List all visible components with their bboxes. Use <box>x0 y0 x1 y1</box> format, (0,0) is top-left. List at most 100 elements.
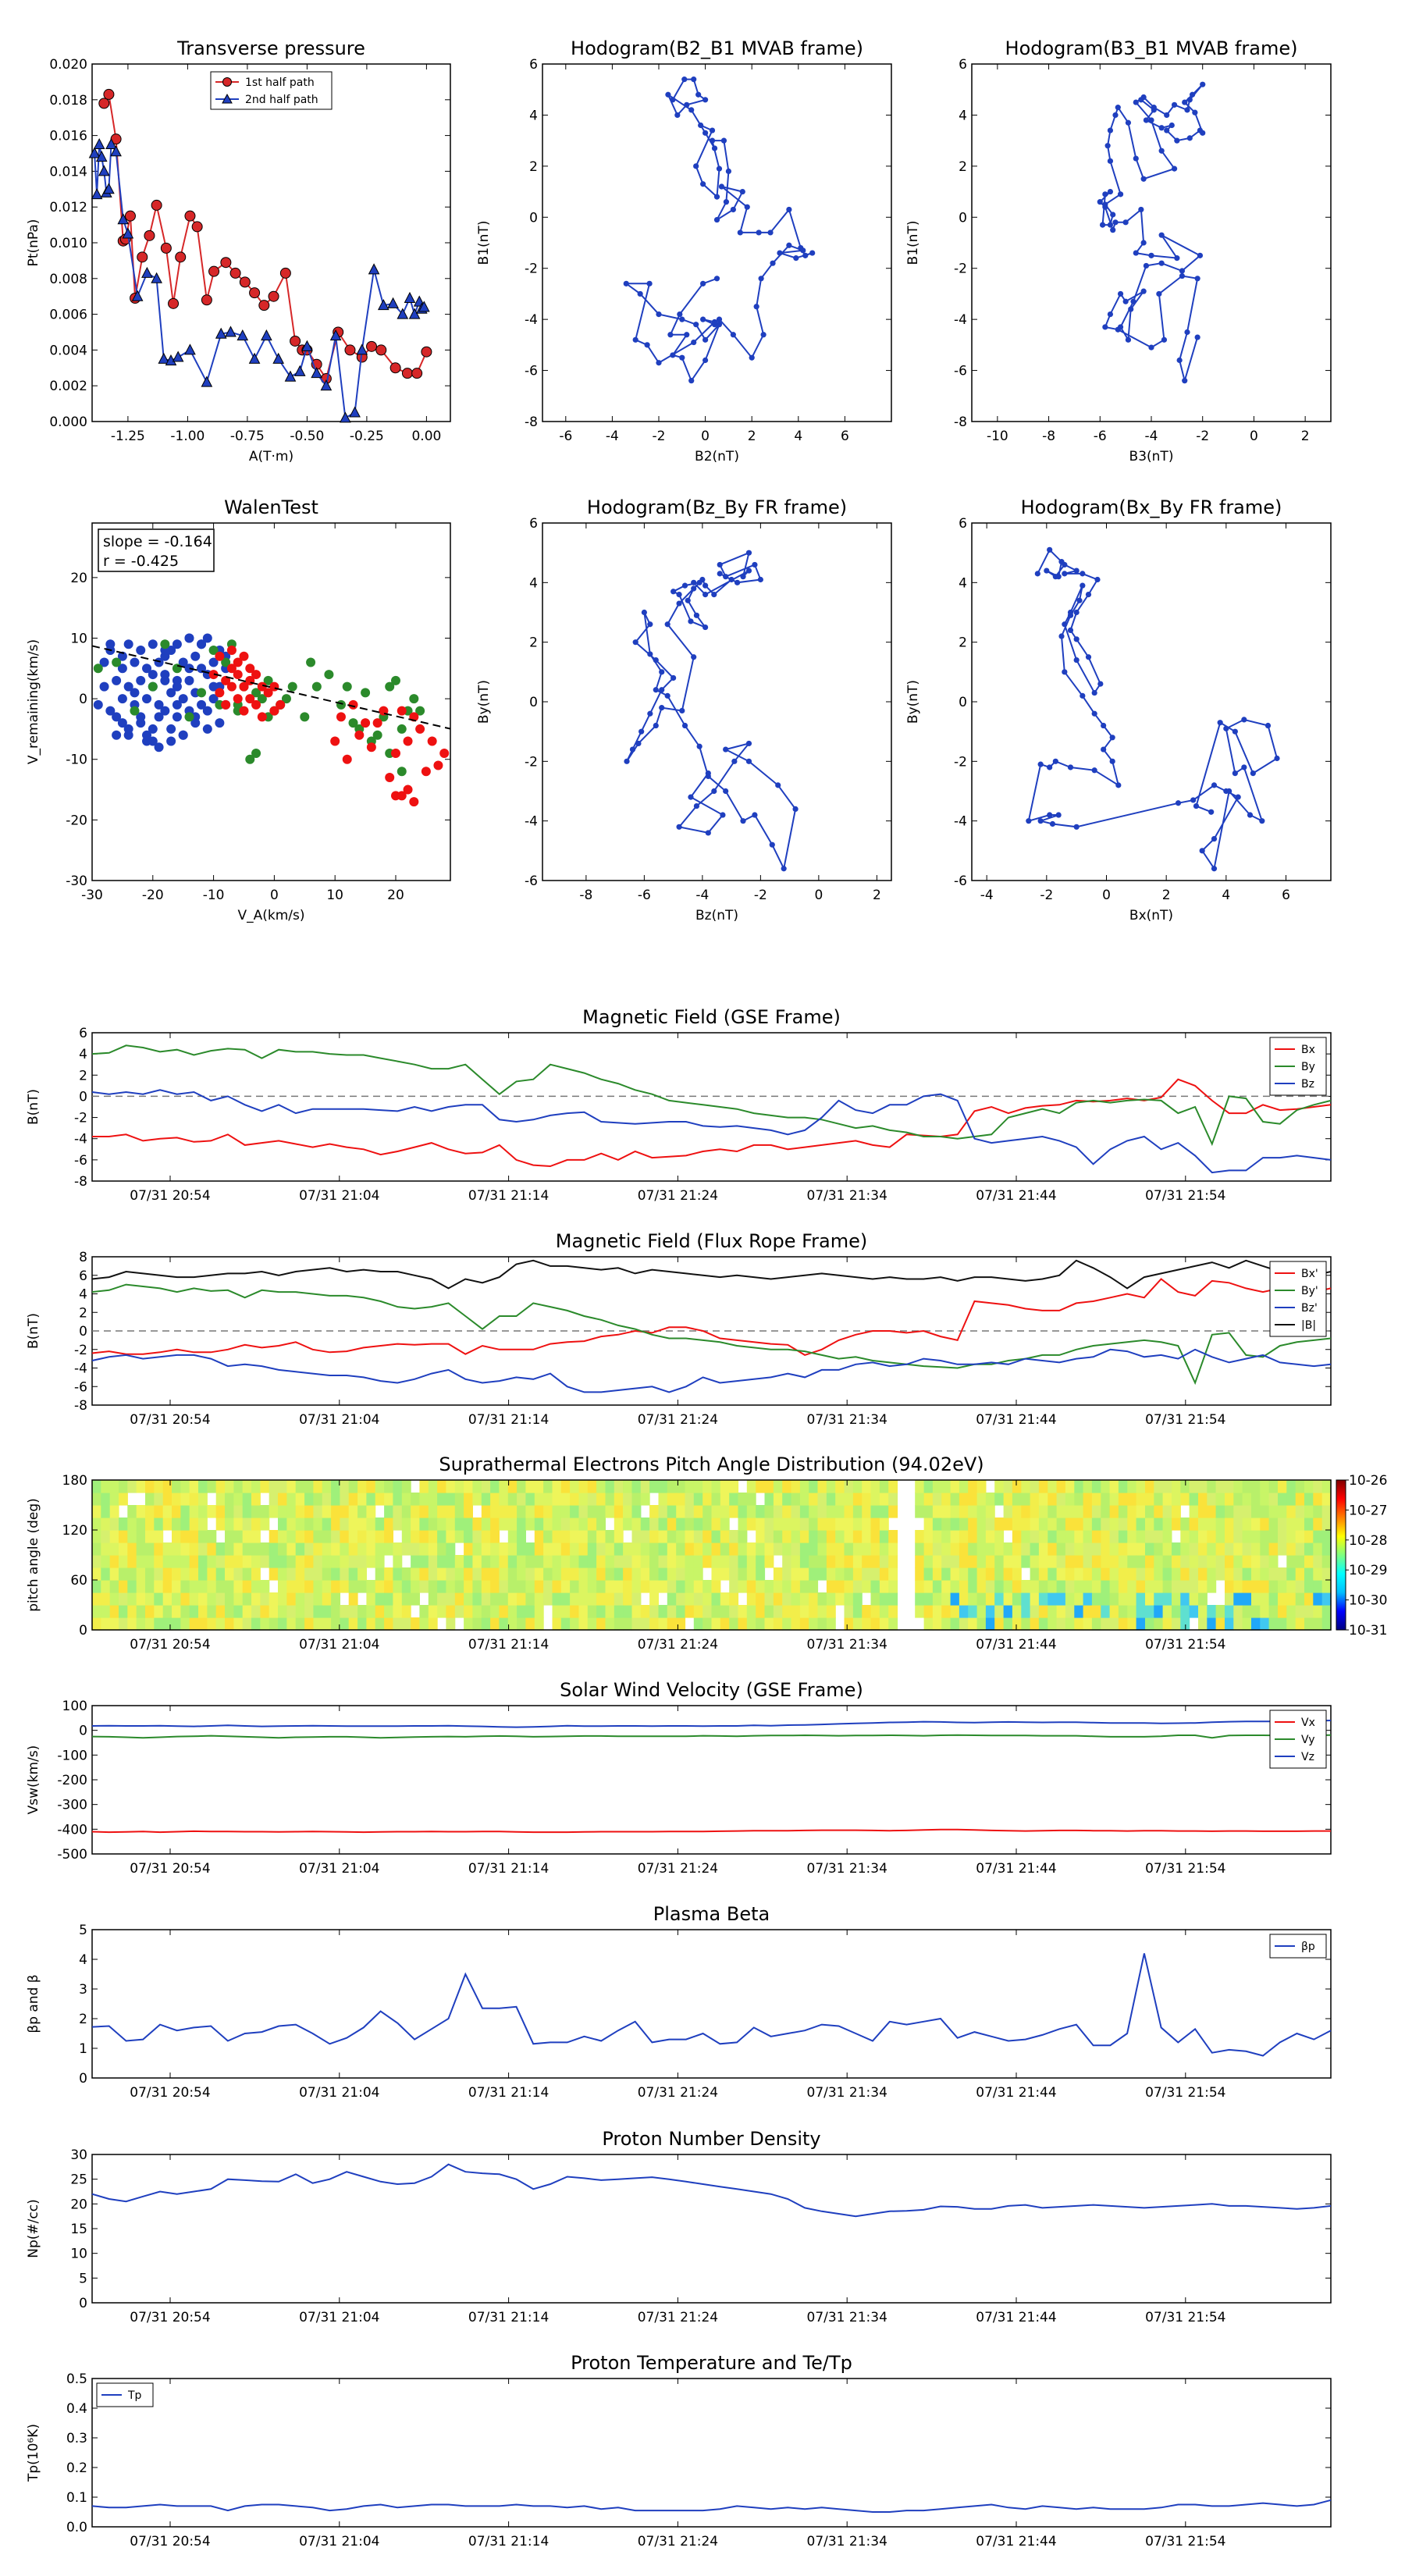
pad-heatmap-cell <box>649 1567 659 1581</box>
h3-title: Hodogram(Bz_By FR frame) <box>587 496 847 518</box>
pad-heatmap-cell <box>756 1567 766 1581</box>
pad-heatmap-cell <box>976 1542 987 1556</box>
pad-heatmap-cell <box>295 1605 305 1618</box>
pad-heatmap-cell <box>1127 1567 1137 1581</box>
walen-scatter-point <box>215 688 225 698</box>
pad-heatmap-cell <box>517 1505 526 1518</box>
h4-hodogram-point <box>1044 568 1050 574</box>
pad-heatmap-cell <box>640 1530 650 1543</box>
pad-heatmap-cell <box>799 1592 809 1606</box>
beta-legend-label: βp <box>1301 1941 1315 1953</box>
pad-heatmap-cell <box>525 1480 535 1493</box>
pad-heatmap-cell <box>1242 1592 1252 1606</box>
h1-hodogram-point <box>691 339 697 346</box>
h2-xtick-label: -10 <box>987 429 1008 444</box>
h1-xtick-label: -2 <box>653 429 666 444</box>
h2-hodogram-point <box>1179 268 1186 274</box>
pt-point-2nd-half <box>404 291 416 303</box>
pad-heatmap-cell <box>649 1505 659 1518</box>
pad-heatmap-cell <box>322 1493 332 1506</box>
h3-hodogram-point <box>740 574 746 580</box>
walen-scatter-point <box>221 699 231 710</box>
pad-heatmap-cell <box>543 1592 553 1606</box>
pt-xtick-label: -0.25 <box>350 429 384 444</box>
np-time-tick-label: 07/31 21:54 <box>1145 2310 1225 2325</box>
walen-scatter-point <box>251 688 261 698</box>
pad-heatmap-cell <box>932 1592 942 1606</box>
pad-heatmap-cell <box>286 1480 297 1493</box>
pad-heatmap-cell <box>1056 1493 1066 1506</box>
pad-heatmap-cell <box>994 1480 1005 1493</box>
h4-hodogram-point <box>1067 612 1074 618</box>
h2-hodogram-point <box>1158 148 1165 154</box>
pad-heatmap-cell <box>1286 1567 1297 1581</box>
np-time-tick-label: 07/31 21:34 <box>807 2310 887 2325</box>
pad-heatmap-cell <box>915 1505 925 1518</box>
pad-heatmap-cell <box>401 1605 411 1618</box>
pad-heatmap-cell <box>517 1517 526 1531</box>
pad-heatmap-cell <box>490 1617 500 1631</box>
pad-heatmap-cell <box>1207 1542 1217 1556</box>
pad-heatmap-cell <box>286 1505 297 1518</box>
pad-heatmap-cell <box>136 1505 146 1518</box>
pad-heatmap-cell <box>1127 1542 1137 1556</box>
pad-heatmap-cell <box>888 1555 898 1568</box>
pad-heatmap-cell <box>1260 1580 1270 1593</box>
pad-heatmap-cell <box>932 1542 942 1556</box>
np-ytick-label: 30 <box>70 2147 87 2163</box>
np-ytick-label: 20 <box>70 2197 87 2212</box>
h2-hodogram-point <box>1168 122 1175 129</box>
pt-point-2nd-half <box>284 370 297 382</box>
walen-scatter-point <box>287 681 297 692</box>
h2-ylabel: B1(nT) <box>905 221 921 265</box>
pad-heatmap-cell <box>560 1605 571 1618</box>
walen-scatter-point <box>269 681 279 692</box>
pad-time-tick-label: 07/31 21:04 <box>299 1637 379 1653</box>
pad-heatmap-cell <box>862 1542 872 1556</box>
mag_gse-ytick-label: 0 <box>79 1089 87 1105</box>
walen-scatter-point <box>166 688 176 698</box>
pad-heatmap-cell <box>1207 1493 1217 1506</box>
pad-heatmap-cell <box>464 1517 473 1531</box>
h2-title: Hodogram(B3_B1 MVAB frame) <box>1005 37 1298 59</box>
pad-heatmap-cell <box>614 1567 624 1581</box>
h2-hodogram-point <box>1200 130 1206 136</box>
pad-heatmap-cell <box>1242 1530 1252 1543</box>
pad-heatmap-cell <box>1189 1567 1199 1581</box>
pad-heatmap-cell <box>1207 1580 1217 1593</box>
pad-heatmap-cell <box>1189 1505 1199 1518</box>
pad-heatmap-cell <box>109 1493 119 1506</box>
pad-heatmap-cell <box>154 1592 164 1606</box>
pad-heatmap-cell <box>507 1592 518 1606</box>
pad-heatmap-cell <box>419 1605 429 1618</box>
pad-heatmap-cell <box>411 1542 420 1556</box>
pt-ytick-label: 0.000 <box>49 415 87 430</box>
h1-hodogram-point <box>713 276 720 282</box>
pad-heatmap-cell <box>1321 1617 1332 1631</box>
pad-heatmap-cell <box>242 1480 252 1493</box>
pad-heatmap-cell <box>525 1592 535 1606</box>
walen-scatter-point <box>263 675 273 685</box>
pt-point-1st-half <box>229 267 241 279</box>
pad-heatmap-cell <box>517 1555 526 1568</box>
pad-heatmap-cell <box>649 1592 659 1606</box>
pad-heatmap-cell <box>782 1605 792 1618</box>
pad-heatmap-cell <box>1162 1517 1172 1531</box>
pad-heatmap-cell <box>614 1517 624 1531</box>
pad-heatmap-cell <box>560 1530 571 1543</box>
vsw-legend-label: Vy <box>1301 1734 1315 1746</box>
pad-heatmap-cell <box>215 1493 226 1506</box>
pad-ytick-label: 60 <box>70 1573 87 1589</box>
pad-heatmap-cell <box>472 1555 482 1568</box>
pad-heatmap-cell <box>1012 1580 1022 1593</box>
pad-heatmap-cell <box>764 1592 774 1606</box>
pad-heatmap-cell <box>1118 1530 1128 1543</box>
h3-hodogram-point <box>659 669 665 675</box>
pad-heatmap-cell <box>1003 1493 1013 1506</box>
pad-colorbar-label: 10-29 <box>1349 1563 1387 1578</box>
beta-axes-frame <box>91 1929 1332 2079</box>
pt-point-2nd-half <box>201 375 213 387</box>
walen-scatter-point <box>184 712 194 722</box>
walen-scatter-point <box>105 706 116 716</box>
pad-heatmap-cell <box>189 1493 199 1506</box>
